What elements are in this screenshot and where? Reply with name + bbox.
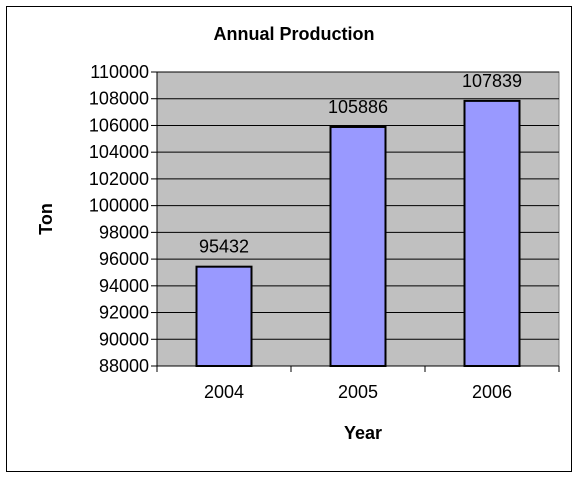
y-tick-label: 90000 <box>99 329 149 349</box>
y-axis-ticks: 88000 90000 92000 94000 96000 98000 100000 1020… <box>89 62 157 376</box>
chart-title: Annual Production <box>214 24 375 44</box>
x-tick-label-2006: 2006 <box>472 382 512 402</box>
y-tick-label: 100000 <box>89 196 149 216</box>
y-tick-label: 88000 <box>99 356 149 376</box>
y-tick-label: 94000 <box>99 276 149 296</box>
y-tick-label: 108000 <box>89 89 149 109</box>
y-tick-label: 110000 <box>90 62 149 82</box>
y-axis-title: Ton <box>36 203 56 235</box>
x-tick-label-2005: 2005 <box>338 382 378 402</box>
data-label-2005: 105886 <box>328 97 388 117</box>
bar-2006 <box>463 99 521 367</box>
y-tick-label: 104000 <box>89 142 149 162</box>
bars <box>195 99 521 367</box>
data-label-2004: 95432 <box>199 237 249 257</box>
y-tick-label: 98000 <box>99 222 149 242</box>
x-axis-ticks: 2004 2005 2006 <box>156 366 560 402</box>
bar-2004 <box>195 265 253 367</box>
bar-2005 <box>329 125 387 367</box>
data-label-2006: 107839 <box>462 71 522 91</box>
x-axis-title: Year <box>344 423 382 443</box>
data-labels: 95432 105886 107839 <box>199 71 522 257</box>
y-tick-label: 102000 <box>89 169 149 189</box>
y-tick-label: 96000 <box>99 249 149 269</box>
y-tick-label: 106000 <box>89 115 149 135</box>
y-tick-label: 92000 <box>99 303 149 323</box>
x-tick-label-2004: 2004 <box>204 382 244 402</box>
